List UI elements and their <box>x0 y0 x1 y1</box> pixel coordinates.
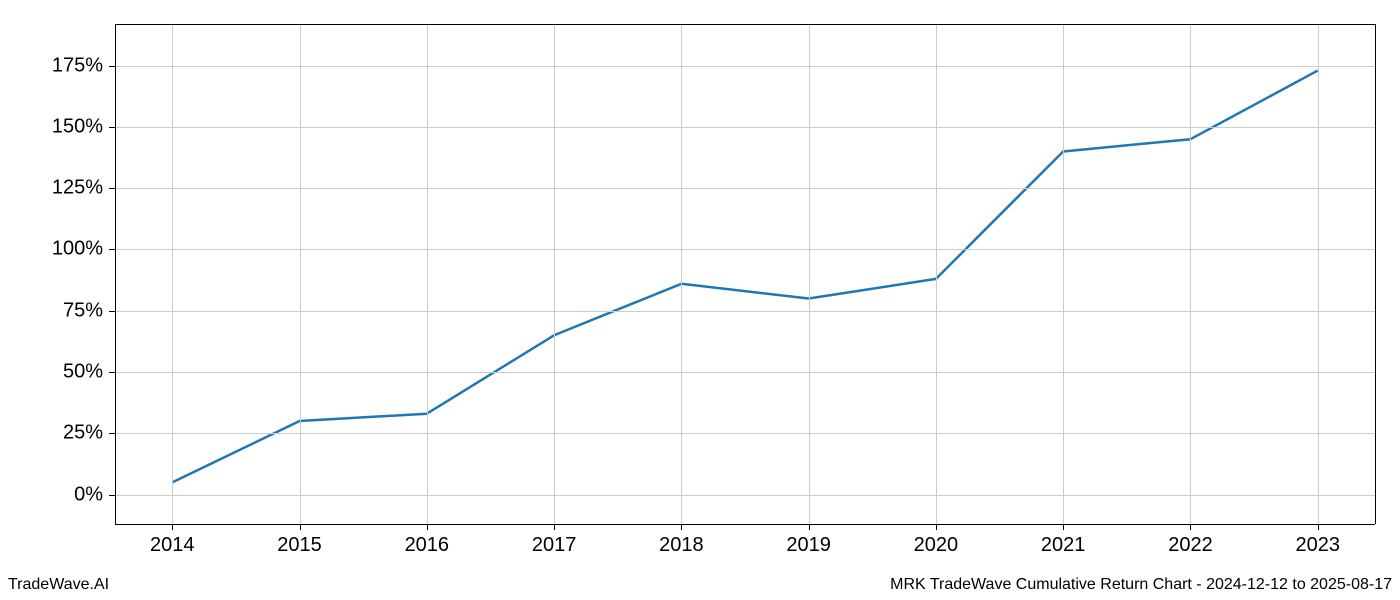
gridline-vertical <box>427 24 428 524</box>
gridline-horizontal <box>115 249 1375 250</box>
y-tick-label: 150% <box>52 115 103 138</box>
axis-spine <box>1375 24 1376 524</box>
gridline-horizontal <box>115 66 1375 67</box>
chart-container: TradeWave.AI MRK TradeWave Cumulative Re… <box>0 0 1400 600</box>
x-tick-label: 2021 <box>1041 534 1086 557</box>
gridline-horizontal <box>115 188 1375 189</box>
axis-spine <box>115 524 1375 525</box>
y-tick-label: 100% <box>52 238 103 261</box>
gridline-horizontal <box>115 495 1375 496</box>
y-tick-label: 25% <box>63 422 103 445</box>
gridline-horizontal <box>115 311 1375 312</box>
gridline-vertical <box>1318 24 1319 524</box>
x-tick-label: 2017 <box>532 534 577 557</box>
footer-brand: TradeWave.AI <box>8 576 109 594</box>
y-tick-label: 0% <box>74 483 103 506</box>
footer-caption: MRK TradeWave Cumulative Return Chart - … <box>890 576 1392 594</box>
gridline-horizontal <box>115 127 1375 128</box>
gridline-vertical <box>554 24 555 524</box>
line-series <box>115 24 1375 524</box>
gridline-vertical <box>300 24 301 524</box>
gridline-vertical <box>809 24 810 524</box>
plot-area <box>115 24 1375 524</box>
x-tick-label: 2018 <box>659 534 704 557</box>
gridline-vertical <box>936 24 937 524</box>
x-tick-label: 2022 <box>1168 534 1213 557</box>
x-tick-label: 2016 <box>405 534 450 557</box>
x-tick-label: 2023 <box>1295 534 1340 557</box>
gridline-vertical <box>681 24 682 524</box>
gridline-vertical <box>172 24 173 524</box>
y-tick-label: 75% <box>63 299 103 322</box>
x-tick-label: 2020 <box>914 534 959 557</box>
x-tick-label: 2014 <box>150 534 195 557</box>
gridline-horizontal <box>115 433 1375 434</box>
gridline-vertical <box>1063 24 1064 524</box>
gridline-vertical <box>1190 24 1191 524</box>
axis-spine <box>115 24 1375 25</box>
x-tick-label: 2015 <box>277 534 322 557</box>
y-tick-label: 50% <box>63 361 103 384</box>
y-tick-label: 175% <box>52 54 103 77</box>
x-tick-label: 2019 <box>786 534 831 557</box>
axis-spine <box>115 24 116 524</box>
return-line <box>172 71 1317 483</box>
y-tick-label: 125% <box>52 177 103 200</box>
gridline-horizontal <box>115 372 1375 373</box>
